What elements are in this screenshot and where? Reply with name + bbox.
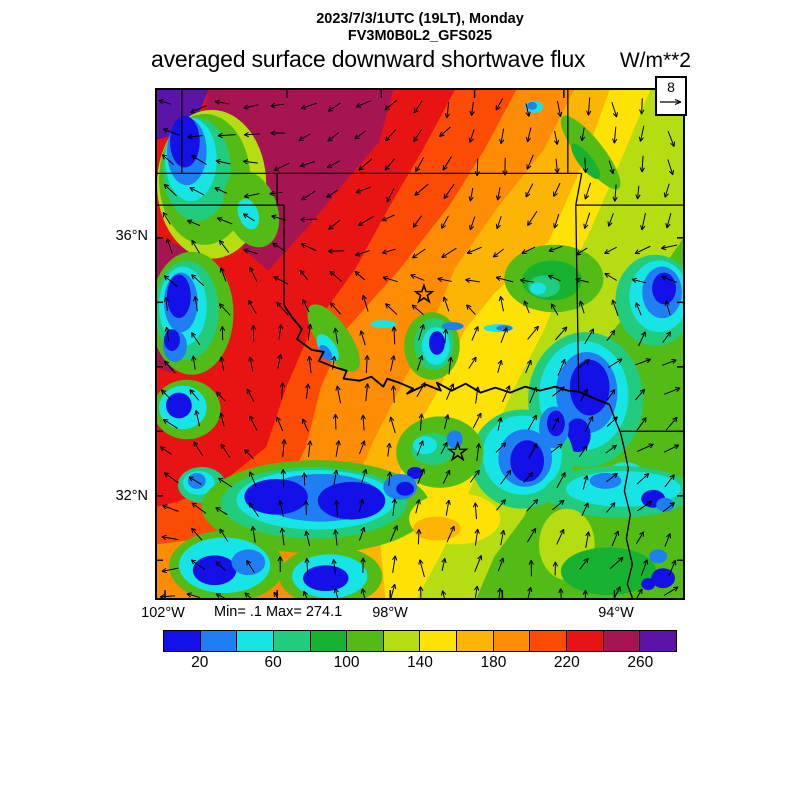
flux-contour-map — [157, 90, 683, 598]
colorbar-tick-label: 180 — [480, 654, 507, 671]
minmax-stats: Min= .1 Max= 274.1 — [214, 604, 343, 620]
colorbar-cell — [200, 631, 238, 651]
lon-tick-label: 94°W — [598, 605, 634, 621]
colorbar-tick-label: 140 — [407, 654, 433, 671]
colorbar-cell — [457, 631, 494, 651]
colorbar-tick-label: 20 — [191, 654, 209, 671]
colorbar-cell — [420, 631, 458, 651]
colorbar-cell — [237, 631, 274, 651]
colorbar-tick-label: 100 — [333, 654, 360, 671]
colorbar-tick-label: 60 — [264, 654, 282, 671]
lon-tick-label: 98°W — [372, 605, 408, 621]
colorbar — [163, 630, 677, 652]
red-river — [283, 304, 610, 406]
colorbar-cell — [310, 631, 348, 651]
map-ticks — [157, 90, 683, 598]
colorbar-cell — [383, 631, 421, 651]
city-star — [413, 283, 435, 304]
city-star — [446, 440, 469, 462]
city-star-markers — [413, 283, 469, 462]
colorbar-tick-label: 260 — [627, 654, 654, 671]
units-label: W/m**2 — [619, 49, 691, 72]
wind-reference-box: 8 — [655, 76, 687, 116]
colorbar-cell — [347, 631, 384, 651]
reference-vector-value: 8 — [667, 79, 675, 95]
state-borders — [157, 90, 683, 598]
colorbar-cell — [640, 631, 676, 651]
colorbar-cell — [273, 631, 311, 651]
map-plot — [155, 88, 685, 600]
lon-tick-label: 102°W — [141, 605, 185, 621]
colorbar-cell — [164, 631, 201, 651]
lat-tick-label: 32°N — [115, 488, 148, 504]
colorbar-cell — [493, 631, 531, 651]
run-datetime: 2023/7/3/1UTC (19LT), Monday — [316, 11, 524, 27]
state-border-river — [608, 404, 634, 598]
colorbar-cell — [603, 631, 641, 651]
lat-tick-label: 36°N — [115, 228, 148, 244]
colorbar-cell — [567, 631, 604, 651]
colorbar-cell — [530, 631, 568, 651]
wind-arrows — [158, 97, 681, 598]
colorbar-tick-label: 220 — [553, 654, 580, 671]
model-name: FV3M0B0L2_GFS025 — [347, 28, 493, 44]
reference-arrow-icon — [660, 98, 682, 106]
page-title: averaged surface downward shortwave flux — [151, 46, 586, 72]
